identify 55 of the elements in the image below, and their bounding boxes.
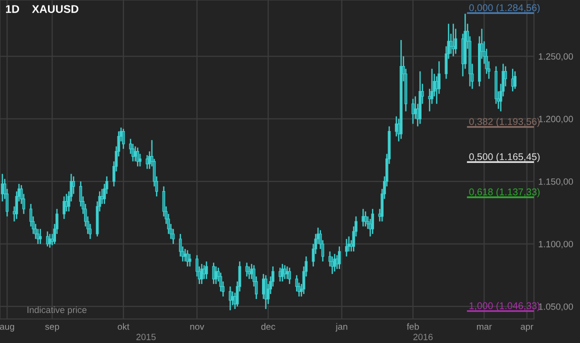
candlestick — [281, 263, 284, 282]
candlestick — [212, 262, 216, 285]
candlestick — [38, 228, 42, 245]
candlestick — [62, 196, 66, 220]
candlestick — [412, 98, 414, 124]
candlestick — [205, 260, 208, 280]
ref-line-label: 0,500 (1.165,45) — [469, 153, 540, 162]
text: 2016 — [413, 334, 433, 340]
candlestick — [131, 143, 134, 162]
x-tick-label: nov — [190, 324, 204, 330]
candlestick — [514, 70, 516, 90]
candlestick — [364, 210, 367, 228]
candlestick — [136, 146, 140, 168]
candlestick — [214, 266, 218, 285]
candlestick — [231, 290, 234, 306]
candlestick — [278, 267, 282, 282]
x-tick-label: okt — [118, 323, 130, 330]
candlestick — [184, 248, 187, 262]
candlestick — [186, 250, 189, 268]
candlestick — [48, 233, 52, 248]
candlestick — [283, 264, 286, 280]
candlestick — [347, 236, 350, 252]
chart-title: 1D XAUUSD — [6, 5, 78, 13]
y-tick-label: 1.250,00 — [538, 53, 573, 61]
ref-line-label: 0,382 (1.193,56) — [469, 118, 540, 127]
candlestick — [188, 253, 192, 268]
candlestick — [295, 274, 298, 292]
x-tick-label: aug — [0, 324, 14, 332]
x-tick-label: sep — [45, 324, 60, 332]
y-tick-label: 1.200,00 — [538, 116, 573, 124]
candlestick — [178, 233, 182, 258]
candlestick — [288, 267, 291, 285]
candlestick — [245, 262, 248, 278]
ref-line-label: 0,000 (1.284,56) — [469, 4, 540, 14]
candlestick — [338, 246, 341, 270]
text: 2015 — [136, 334, 156, 340]
x-tick-label: mar — [476, 324, 492, 330]
candlestick — [264, 274, 268, 310]
x-tick-label: dec — [261, 323, 276, 330]
x-tick-label: apr — [520, 324, 534, 332]
x-tick-label: jan — [336, 323, 348, 332]
candlestick — [202, 264, 206, 280]
candlestick — [46, 230, 49, 248]
candlestick — [172, 228, 175, 245]
ref-line-label: 0,618 (1.137,33) — [469, 188, 540, 198]
y-tick-label: 1.100,00 — [538, 240, 573, 248]
candlestick — [362, 208, 365, 228]
candlestick — [36, 228, 40, 245]
y-tick-label: 1.150,00 — [538, 178, 573, 186]
x-tick-label: feb — [406, 323, 419, 330]
ref-line-label: 1,000 (1.046,33) — [470, 302, 540, 312]
annotation: Indicative price — [28, 306, 87, 315]
candlestick — [345, 238, 348, 258]
y-tick-label: 1.050,00 — [538, 303, 573, 311]
candlestick — [122, 128, 125, 150]
